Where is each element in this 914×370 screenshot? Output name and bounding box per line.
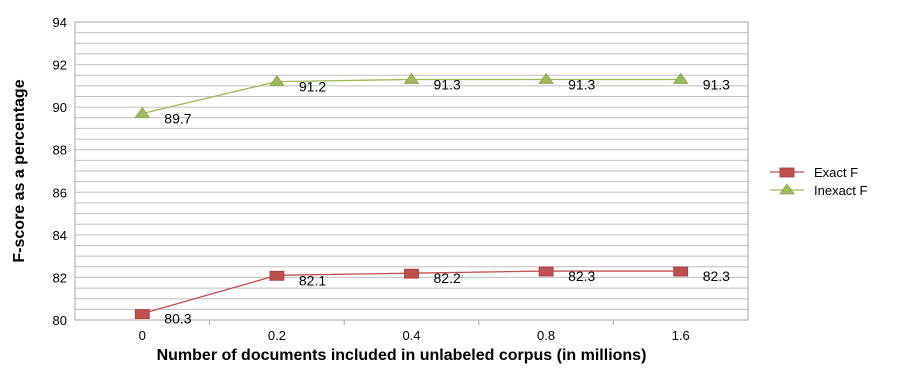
- y-tick-label: 84: [53, 228, 67, 243]
- data-label: 89.7: [164, 111, 191, 127]
- data-label: 82.3: [703, 268, 730, 284]
- gridlines: [75, 21, 748, 325]
- x-axis-tick-labels: 0 0.2 0.4 0.8 1.6: [139, 328, 690, 343]
- data-labels: 80.3 82.1 82.2 82.3 82.3 89.7 91.2 91.3 91.3 91.3: [164, 76, 730, 326]
- data-label: 91.3: [434, 76, 461, 92]
- data-label: 91.2: [299, 79, 326, 95]
- y-tick-label: 82: [53, 270, 67, 285]
- y-tick-label: 90: [53, 100, 67, 115]
- legend-entry: Inexact F: [814, 183, 868, 198]
- data-point: [672, 72, 689, 84]
- legend-marker: [779, 183, 795, 195]
- legend: Exact F Inexact F: [770, 165, 868, 198]
- y-tick-label: 86: [53, 185, 67, 200]
- data-label: 91.3: [568, 76, 595, 92]
- x-tick-label: 0.8: [537, 328, 555, 343]
- data-point: [269, 270, 285, 281]
- y-tick-label: 94: [53, 15, 67, 30]
- data-label: 82.3: [568, 268, 595, 284]
- x-tick-label: 1.6: [672, 328, 690, 343]
- series-layer: [134, 72, 689, 320]
- x-tick-label: 0.2: [268, 328, 286, 343]
- data-point: [269, 74, 285, 86]
- data-point: [134, 106, 151, 118]
- plot-area: [74, 21, 749, 321]
- data-point: [673, 266, 689, 277]
- x-tick-label: 0: [139, 328, 146, 343]
- data-point: [134, 309, 150, 320]
- data-label: 80.3: [164, 311, 191, 327]
- x-tick-label: 0.4: [402, 328, 420, 343]
- data-point: [404, 268, 419, 279]
- y-tick-label: 88: [53, 143, 67, 158]
- data-point: [538, 266, 554, 277]
- x-axis-title: Number of documents included in unlabele…: [157, 347, 647, 364]
- y-tick-label: 80: [53, 313, 67, 328]
- data-label: 82.2: [434, 270, 461, 286]
- data-label: 82.1: [299, 272, 326, 288]
- data-point: [538, 72, 554, 84]
- y-axis-tick-labels: 80 82 84 86 88 90 92 94: [53, 15, 67, 328]
- y-tick-label: 92: [53, 58, 67, 73]
- data-label: 91.3: [703, 76, 730, 92]
- legend-marker: [779, 167, 795, 178]
- data-point: [403, 72, 420, 84]
- legend-entry: Exact F: [814, 165, 858, 180]
- y-axis-title: F-score as a percentage: [11, 79, 28, 262]
